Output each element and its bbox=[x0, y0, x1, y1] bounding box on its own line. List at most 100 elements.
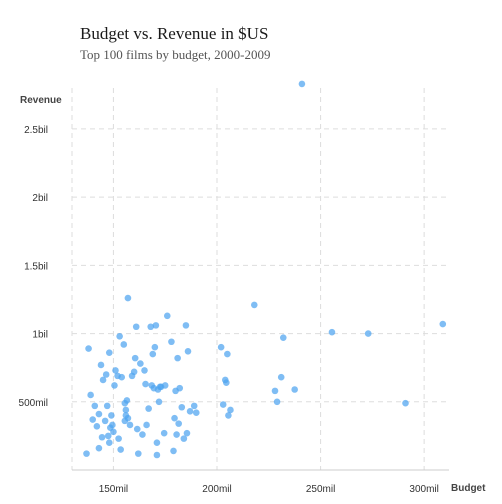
data-point bbox=[101, 417, 109, 425]
data-point bbox=[95, 410, 103, 418]
data-point bbox=[170, 447, 177, 455]
tick-labels: 500mil 1bil 1.5bil 2bil 2.5bil 150mil 200mil 25… bbox=[19, 125, 439, 495]
data-point bbox=[219, 401, 227, 408]
data-point bbox=[161, 382, 169, 389]
data-point bbox=[103, 402, 111, 410]
data-point bbox=[139, 431, 146, 438]
data-point bbox=[271, 387, 279, 395]
data-point bbox=[111, 382, 118, 389]
data-point bbox=[163, 312, 171, 320]
data-point bbox=[132, 323, 140, 331]
y-tick-label: 1.5bil bbox=[24, 261, 48, 272]
data-point bbox=[137, 360, 144, 367]
data-point bbox=[151, 343, 159, 351]
data-point bbox=[133, 425, 141, 433]
data-point bbox=[279, 334, 287, 341]
data-point bbox=[130, 368, 138, 376]
data-point bbox=[184, 348, 192, 355]
data-point bbox=[124, 414, 132, 422]
data-point bbox=[178, 403, 186, 411]
data-point bbox=[153, 451, 161, 459]
data-point bbox=[173, 431, 180, 438]
data-points bbox=[83, 80, 447, 459]
data-point bbox=[291, 386, 298, 393]
data-point bbox=[149, 350, 157, 358]
data-point bbox=[225, 412, 232, 419]
data-point bbox=[364, 330, 372, 337]
data-point bbox=[171, 414, 178, 422]
data-point bbox=[180, 435, 188, 442]
data-point bbox=[175, 420, 182, 427]
x-tick-label: 250mil bbox=[306, 484, 335, 495]
data-point bbox=[123, 397, 131, 404]
data-point bbox=[174, 354, 181, 362]
data-point bbox=[109, 421, 116, 429]
data-point bbox=[131, 354, 139, 362]
data-point bbox=[87, 391, 94, 399]
data-point bbox=[120, 341, 128, 348]
data-point bbox=[141, 367, 148, 374]
chart-title: Budget vs. Revenue in $US bbox=[80, 24, 269, 43]
data-point bbox=[118, 373, 126, 381]
data-point bbox=[190, 402, 198, 410]
data-point bbox=[328, 328, 336, 336]
y-axis-label: Revenue bbox=[20, 95, 62, 106]
data-point bbox=[192, 409, 200, 417]
x-tick-label: 150mil bbox=[99, 484, 128, 495]
data-point bbox=[124, 294, 132, 302]
y-tick-label: 2.5bil bbox=[24, 125, 48, 136]
data-point bbox=[99, 376, 107, 384]
data-point bbox=[153, 439, 161, 447]
x-axis-label: Budget bbox=[451, 483, 486, 494]
data-point bbox=[83, 450, 90, 457]
data-point bbox=[91, 402, 99, 410]
data-point bbox=[250, 301, 258, 309]
y-tick-label: 1bil bbox=[32, 330, 48, 341]
data-point bbox=[142, 380, 149, 388]
data-point bbox=[160, 429, 168, 437]
data-point bbox=[227, 406, 234, 414]
chart-subtitle: Top 100 films by budget, 2000-2009 bbox=[80, 47, 271, 62]
data-point bbox=[126, 421, 134, 429]
data-point bbox=[402, 399, 409, 407]
data-point bbox=[115, 435, 122, 442]
data-point bbox=[155, 398, 163, 406]
data-point bbox=[182, 322, 190, 329]
data-point bbox=[224, 350, 231, 358]
x-tick-label: 200mil bbox=[202, 484, 231, 495]
data-point bbox=[95, 444, 103, 452]
data-point bbox=[176, 384, 184, 392]
data-point bbox=[102, 371, 110, 378]
data-point bbox=[98, 433, 106, 441]
data-point bbox=[89, 416, 97, 423]
data-point bbox=[110, 428, 117, 436]
data-point bbox=[152, 322, 160, 329]
data-point bbox=[223, 379, 230, 386]
data-point bbox=[105, 349, 113, 356]
data-point bbox=[168, 338, 175, 346]
data-point bbox=[217, 343, 225, 351]
grid-lines bbox=[71, 88, 449, 470]
data-point bbox=[186, 408, 194, 415]
y-tick-label: 2bil bbox=[32, 193, 48, 204]
data-point bbox=[93, 423, 101, 430]
data-point bbox=[117, 446, 124, 453]
data-point bbox=[147, 323, 155, 331]
data-point bbox=[104, 432, 112, 440]
data-point bbox=[97, 361, 105, 369]
data-point bbox=[108, 412, 115, 419]
data-point bbox=[145, 405, 152, 412]
data-point bbox=[277, 373, 285, 381]
data-point bbox=[134, 450, 142, 457]
y-tick-label: 500mil bbox=[19, 398, 48, 409]
data-point bbox=[122, 406, 130, 414]
data-point bbox=[116, 333, 123, 340]
x-tick-label: 300mil bbox=[409, 484, 438, 495]
data-point bbox=[273, 398, 281, 406]
data-point bbox=[143, 421, 150, 429]
data-point bbox=[298, 80, 306, 88]
data-point bbox=[105, 439, 113, 447]
data-point bbox=[439, 320, 447, 328]
